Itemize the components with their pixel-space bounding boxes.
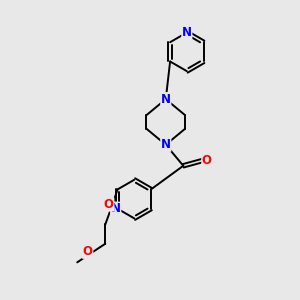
Text: O: O — [83, 245, 93, 258]
Text: N: N — [161, 138, 171, 151]
Text: O: O — [202, 154, 212, 167]
Text: N: N — [111, 202, 121, 215]
Text: N: N — [182, 26, 192, 39]
Text: O: O — [104, 198, 114, 211]
Text: N: N — [161, 93, 171, 106]
